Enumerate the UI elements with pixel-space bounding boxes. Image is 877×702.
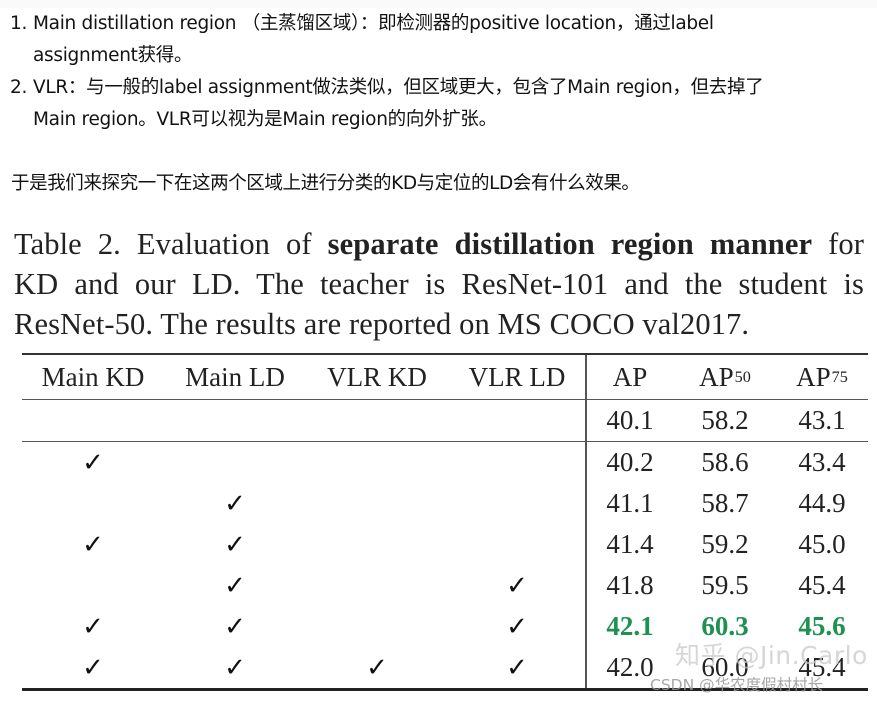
cell-ap: 40.2 [606,447,654,477]
check-mark-icon: ✓ [506,652,528,683]
body-paragraph: 于是我们来探究一下在这两个区域上进行分类的KD与定位的LD会有什么效果。 [11,173,640,194]
header-vlr-ld: VLR LD [468,361,566,392]
table-row: ✓ ✓ 41.8 59.5 45.4 [22,565,868,606]
cell-ap: 41.4 [606,529,654,559]
cell-ap: 41.1 [606,488,654,518]
table-row-best: ✓ ✓ ✓ 42.1 60.3 45.6 [22,606,868,647]
cell-ap: 40.1 [606,405,654,435]
table-row: ✓ ✓ 41.4 59.2 45.0 [22,524,868,565]
check-mark-icon: ✓ [506,611,528,642]
check-mark-icon: ✓ [366,652,388,683]
check-mark-icon [164,400,306,441]
cell-ap50: 58.6 [701,447,749,477]
check-mark-icon: ✓ [224,570,246,601]
header-ap75-subscript: 75 [831,367,848,386]
header-ap75: AP 75 [776,355,868,399]
cell-ap75: 44.9 [798,488,846,518]
cell-ap50: 59.5 [701,570,749,600]
table-caption: Table 2. Evaluation of separate distilla… [14,224,864,344]
cell-ap-best: 42.1 [606,611,654,641]
list-number: 1. [10,13,28,34]
check-mark-icon [22,400,164,441]
cell-ap75: 45.0 [798,529,846,559]
check-mark-icon [448,483,586,524]
check-mark-icon [306,606,448,647]
results-table: Main KD Main LD VLR KD VLR LD AP AP 50 AP… [22,353,868,691]
header-ap: AP [612,361,648,392]
check-mark-icon [306,442,448,483]
cell-ap75: 43.4 [798,447,846,477]
table-row: ✓ ✓ ✓ ✓ 42.0 60.0 45.4 [22,647,868,688]
cell-ap: 42.0 [606,652,654,682]
top-fade-strip [0,0,877,8]
check-mark-icon: ✓ [224,611,246,642]
zhihu-watermark: 知乎 @Jin.Carlo [675,641,868,670]
check-mark-icon [448,442,586,483]
header-ap50-subscript: 50 [734,367,751,386]
caption-bold-text: separate distillation region manner [327,227,813,261]
check-mark-icon [306,565,448,606]
header-main-kd: Main KD [41,361,145,392]
cell-ap50: 58.2 [701,405,749,435]
header-ap50-label: AP [699,361,734,392]
check-mark-icon: ✓ [82,652,104,683]
check-mark-icon: ✓ [224,529,246,560]
check-mark-icon [306,524,448,565]
numbered-list: 1. Main distillation region （主蒸馏区域）：即检测器… [0,8,860,136]
cell-ap75: 45.4 [798,652,846,682]
caption-line-2: KD and our LD. The teacher is ResNet-101… [14,267,864,301]
cell-ap75-best: 45.6 [798,611,846,641]
table-header-row: Main KD Main LD VLR KD VLR LD AP AP 50 AP… [22,355,868,400]
check-mark-icon: ✓ [82,611,104,642]
check-mark-icon [306,400,448,441]
cell-ap75: 45.4 [798,570,846,600]
list-item: 2. VLR：与一般的label assignment做法类似，但区域更大，包含… [0,72,860,136]
header-vlr-kd: VLR KD [327,361,427,392]
table-row: ✓ 40.2 58.6 43.4 [22,442,868,483]
list-item-line: Main region。VLR可以视为是Main region的向外扩张。 [33,109,497,130]
check-mark-icon [22,565,164,606]
check-mark-icon [22,483,164,524]
table-figure: Table 2. Evaluation of separate distilla… [0,220,877,702]
check-mark-icon: ✓ [506,570,528,601]
list-item: 1. Main distillation region （主蒸馏区域）：即检测器… [0,8,860,72]
cell-ap75: 43.1 [798,405,846,435]
csdn-watermark: CSDN @华农度假村村长 [650,676,824,694]
caption-line-3: ResNet-50. The results are reported on M… [14,307,750,341]
list-item-line: assignment获得。 [33,45,193,66]
check-mark-icon: ✓ [224,488,246,519]
check-mark-icon [448,524,586,565]
caption-suffix: for [812,227,864,261]
list-item-line: VLR：与一般的label assignment做法类似，但区域更大，包含了Ma… [33,77,764,98]
table-row: ✓ 41.1 58.7 44.9 [22,483,868,524]
cell-ap50: 58.7 [701,488,749,518]
check-mark-icon: ✓ [224,652,246,683]
header-ap75-label: AP [796,361,831,392]
check-mark-icon: ✓ [82,529,104,560]
cell-ap50: 60.0 [701,652,749,682]
check-mark-icon [448,400,586,441]
column-divider [585,355,587,688]
table-row-baseline: 40.1 58.2 43.1 [22,400,868,442]
check-mark-icon [306,483,448,524]
header-main-ld: Main LD [185,361,285,392]
caption-prefix: Table 2. Evaluation of [14,227,328,261]
list-number: 2. [10,77,28,98]
caption-line-1: Table 2. Evaluation of separate distilla… [14,224,864,264]
header-ap50: AP 50 [674,355,776,399]
check-mark-icon: ✓ [82,447,104,478]
cell-ap50: 59.2 [701,529,749,559]
list-item-line: Main distillation region （主蒸馏区域）：即检测器的po… [33,13,714,34]
check-mark-icon [164,442,306,483]
cell-ap: 41.8 [606,570,654,600]
cell-ap50-best: 60.3 [701,611,749,641]
